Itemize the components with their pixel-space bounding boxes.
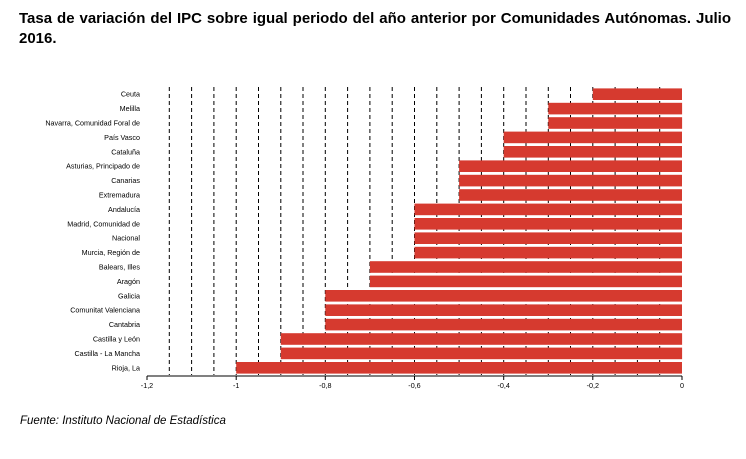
bar-16 xyxy=(325,318,682,331)
category-label: Madrid, Comunidad de xyxy=(67,219,140,228)
source-note: Fuente: Instituto Nacional de Estadístic… xyxy=(20,415,226,427)
category-label: Ceuta xyxy=(121,90,140,99)
bar-6 xyxy=(459,174,682,187)
category-label: Cataluña xyxy=(111,147,140,156)
x-tick-label: -0,4 xyxy=(498,381,510,390)
category-label: Cantabria xyxy=(109,320,140,329)
x-tick-label: -1 xyxy=(233,381,239,390)
bar-19 xyxy=(236,362,682,374)
category-label: Rioja, La xyxy=(112,363,140,372)
category-label: Comunitat Valenciana xyxy=(70,306,140,315)
category-label: Balears, Illes xyxy=(99,263,141,272)
bar-9 xyxy=(414,218,682,230)
bar-17 xyxy=(280,333,683,345)
bar-4 xyxy=(503,146,682,158)
x-tick-label: -0,6 xyxy=(408,381,420,390)
bar-10 xyxy=(414,232,682,244)
x-tick-label: 0 xyxy=(680,381,684,390)
x-tick-label: -1,2 xyxy=(141,381,153,390)
bar-3 xyxy=(503,131,682,144)
category-label: País Vasco xyxy=(104,133,140,142)
category-label: Andalucía xyxy=(108,205,140,214)
category-label: Castilla - La Mancha xyxy=(74,349,140,358)
category-label: Melilla xyxy=(120,104,140,113)
category-label: Asturias, Principado de xyxy=(66,162,140,171)
bars xyxy=(236,88,683,374)
bar-11 xyxy=(414,246,682,259)
bar-0 xyxy=(592,88,682,100)
bar-5 xyxy=(459,160,682,172)
chart-title: Tasa de variación del IPC sobre igual pe… xyxy=(19,10,731,47)
x-tick-label: -0,8 xyxy=(319,381,331,390)
category-labels: Ceuta Melilla Navarra, Comunidad Foral de P… xyxy=(45,90,140,373)
category-label: Canarias xyxy=(111,176,140,185)
x-tick-label: -0,2 xyxy=(587,381,599,390)
bar-18 xyxy=(280,347,683,360)
bar-15 xyxy=(325,304,682,316)
category-label: Navarra, Comunidad Foral de xyxy=(45,119,140,128)
bar-1 xyxy=(548,102,683,115)
category-label: Murcia, Región de xyxy=(82,248,140,257)
gridlines xyxy=(168,87,661,375)
category-label: Aragón xyxy=(117,277,140,286)
bar-2 xyxy=(548,117,683,129)
x-axis: -1,2 -1 -0,8 -0,6 -0,4 -0,2 0 xyxy=(141,375,684,390)
category-label: Nacional xyxy=(112,234,140,243)
category-label: Castilla y León xyxy=(93,335,140,344)
bar-14 xyxy=(325,290,682,302)
bar-7 xyxy=(459,189,682,201)
bar-12 xyxy=(369,261,682,273)
category-label: Extremadura xyxy=(99,191,140,200)
category-label: Galicia xyxy=(118,291,140,300)
bar-8 xyxy=(414,203,682,216)
bar-13 xyxy=(369,275,682,288)
